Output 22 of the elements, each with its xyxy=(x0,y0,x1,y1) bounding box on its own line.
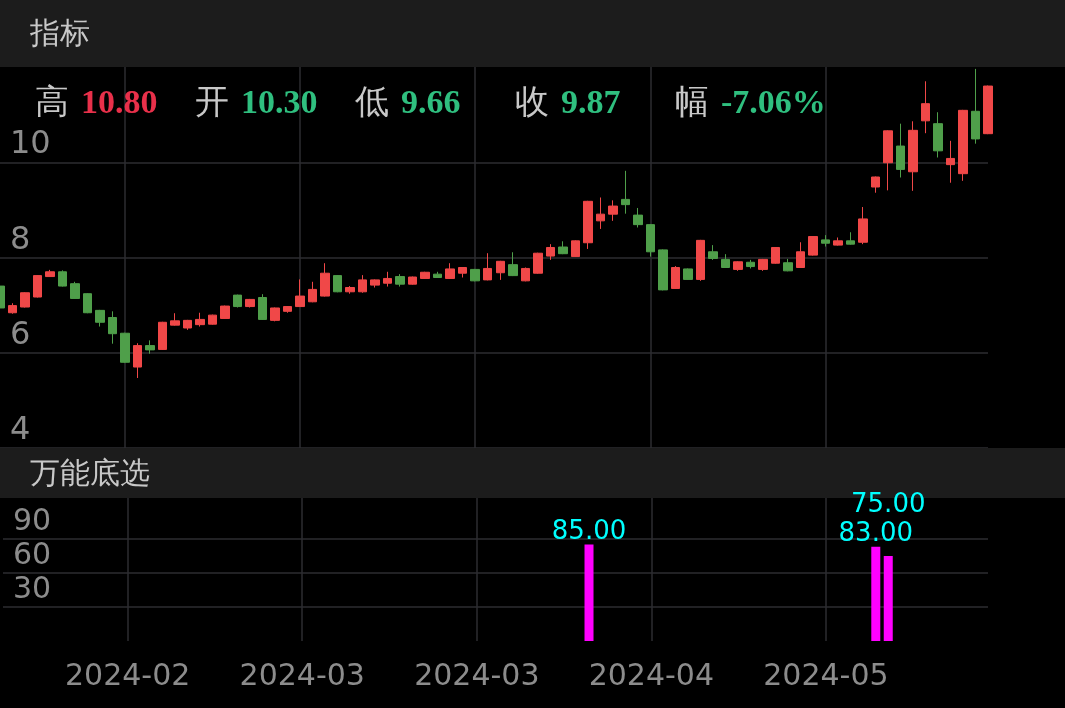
x-tick-label: 2024-03 xyxy=(239,656,365,692)
annotation: 收 9.87 xyxy=(515,81,621,121)
x-tick-label: 2024-03 xyxy=(414,656,540,692)
y-tick-label: 30 xyxy=(13,570,52,606)
data-label: 85.00 xyxy=(551,514,627,545)
x-tick-label: 2024-04 xyxy=(588,656,715,692)
x-tick-label: 2024-02 xyxy=(65,656,191,692)
data-label: 83.00 xyxy=(838,516,913,547)
annotation: 低 9.66 xyxy=(355,81,461,121)
y-tick-label: 8 xyxy=(10,218,31,257)
chart-title: 万能底选 xyxy=(30,454,150,490)
y-tick-label: 6 xyxy=(10,313,31,352)
chart-title: 指标 xyxy=(29,15,90,50)
annotation: 高 10.80 xyxy=(35,81,158,121)
data-label: 75.00 xyxy=(851,487,926,518)
y-tick-label: 90 xyxy=(13,502,52,538)
annotation: 幅 -7.06% xyxy=(675,81,826,121)
y-tick-label: 4 xyxy=(10,409,31,447)
annotation: 开 10.30 xyxy=(195,81,318,121)
y-tick-label: 10 xyxy=(10,123,51,162)
x-tick-label: 2024-05 xyxy=(763,656,889,692)
y-tick-label: 60 xyxy=(13,536,52,572)
